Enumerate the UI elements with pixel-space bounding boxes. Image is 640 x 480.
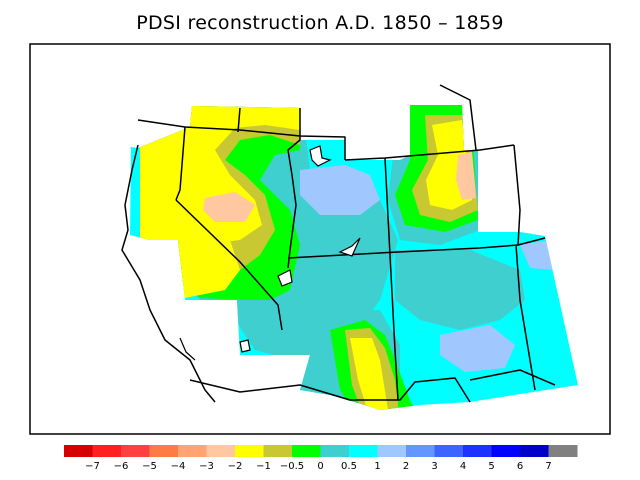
border-wy-north: [344, 144, 515, 161]
legend-swatch: [64, 445, 93, 457]
legend-label: −0.5: [280, 461, 304, 472]
border-wy-east: [513, 144, 521, 246]
legend-label: 1: [374, 461, 380, 472]
border-mexico: [189, 377, 471, 403]
legend-label: 6: [517, 461, 523, 472]
legend-label: 2: [403, 461, 409, 472]
legend-swatch: [320, 445, 350, 457]
legend-label: 7: [545, 461, 551, 472]
legend-swatch: [406, 445, 435, 457]
legend-swatch: [92, 445, 122, 457]
border-tx-south: [469, 369, 556, 386]
field-zone-2-south: [440, 325, 515, 372]
lake-icon: [338, 237, 361, 257]
legend-swatch: [149, 445, 179, 457]
field-zone-0.5-east: [395, 250, 525, 330]
legend-label: −3: [199, 461, 214, 472]
legend-swatch: [292, 445, 321, 457]
legend-label: 3: [431, 461, 437, 472]
border-ca-nv: [175, 199, 283, 331]
legend-label: −6: [114, 461, 129, 472]
border-nm-tx: [515, 244, 536, 391]
legend-swatch: [491, 445, 521, 457]
legend-label: 0: [317, 461, 323, 472]
border-wa-id: [237, 107, 241, 133]
legend-swatch: [349, 445, 378, 457]
legend-swatch: [263, 445, 293, 457]
field-zone-neg1-south: [350, 338, 388, 410]
border-ut-co: [384, 157, 399, 401]
lake-icon: [309, 145, 332, 167]
field-zone-neg2-north: [456, 152, 476, 200]
coastline: [121, 144, 216, 403]
legend-label: −4: [171, 461, 186, 472]
legend-label: 5: [488, 461, 494, 472]
border-id-mt: [287, 108, 301, 269]
legend-label: −7: [85, 461, 100, 472]
border-or-wa: [137, 119, 346, 160]
border-or-id-west: [175, 126, 186, 201]
legend-swatch: [206, 445, 236, 457]
legend-swatch: [178, 445, 207, 457]
field-zone-2: [300, 165, 380, 215]
legend-swatch: [434, 445, 464, 457]
legend-swatch: [235, 445, 264, 457]
coastline-channel: [179, 337, 196, 361]
lake-icon: [277, 269, 293, 287]
legend-swatch: [548, 445, 578, 457]
legend-swatch: [377, 445, 407, 457]
field-zone-neg2: [203, 192, 255, 222]
legend-label: −5: [142, 461, 157, 472]
lake-icon: [239, 339, 251, 353]
field-zone-2-east: [520, 240, 555, 270]
legend: −7 −6 −5 −4 −3 −2 −1 −0.5 0 0.5 1 2 3 4 5 6 7: [64, 445, 578, 472]
legend-swatch: [121, 445, 150, 457]
boundaries: [137, 84, 556, 403]
legend-label: −2: [228, 461, 243, 472]
border-mt-dakota: [439, 84, 477, 151]
field-zone-neg1-sw: [175, 240, 240, 298]
legend-label: 0.5: [341, 461, 357, 472]
legend-swatch: [463, 445, 492, 457]
border-ut-az-co-nm-north: [287, 237, 546, 259]
legend-label: 4: [460, 461, 466, 472]
legend-swatch: [520, 445, 549, 457]
legend-label: −1: [256, 461, 271, 472]
pdsi-field: [130, 105, 578, 410]
map-title: PDSI reconstruction A.D. 1850 – 1859: [136, 12, 504, 34]
